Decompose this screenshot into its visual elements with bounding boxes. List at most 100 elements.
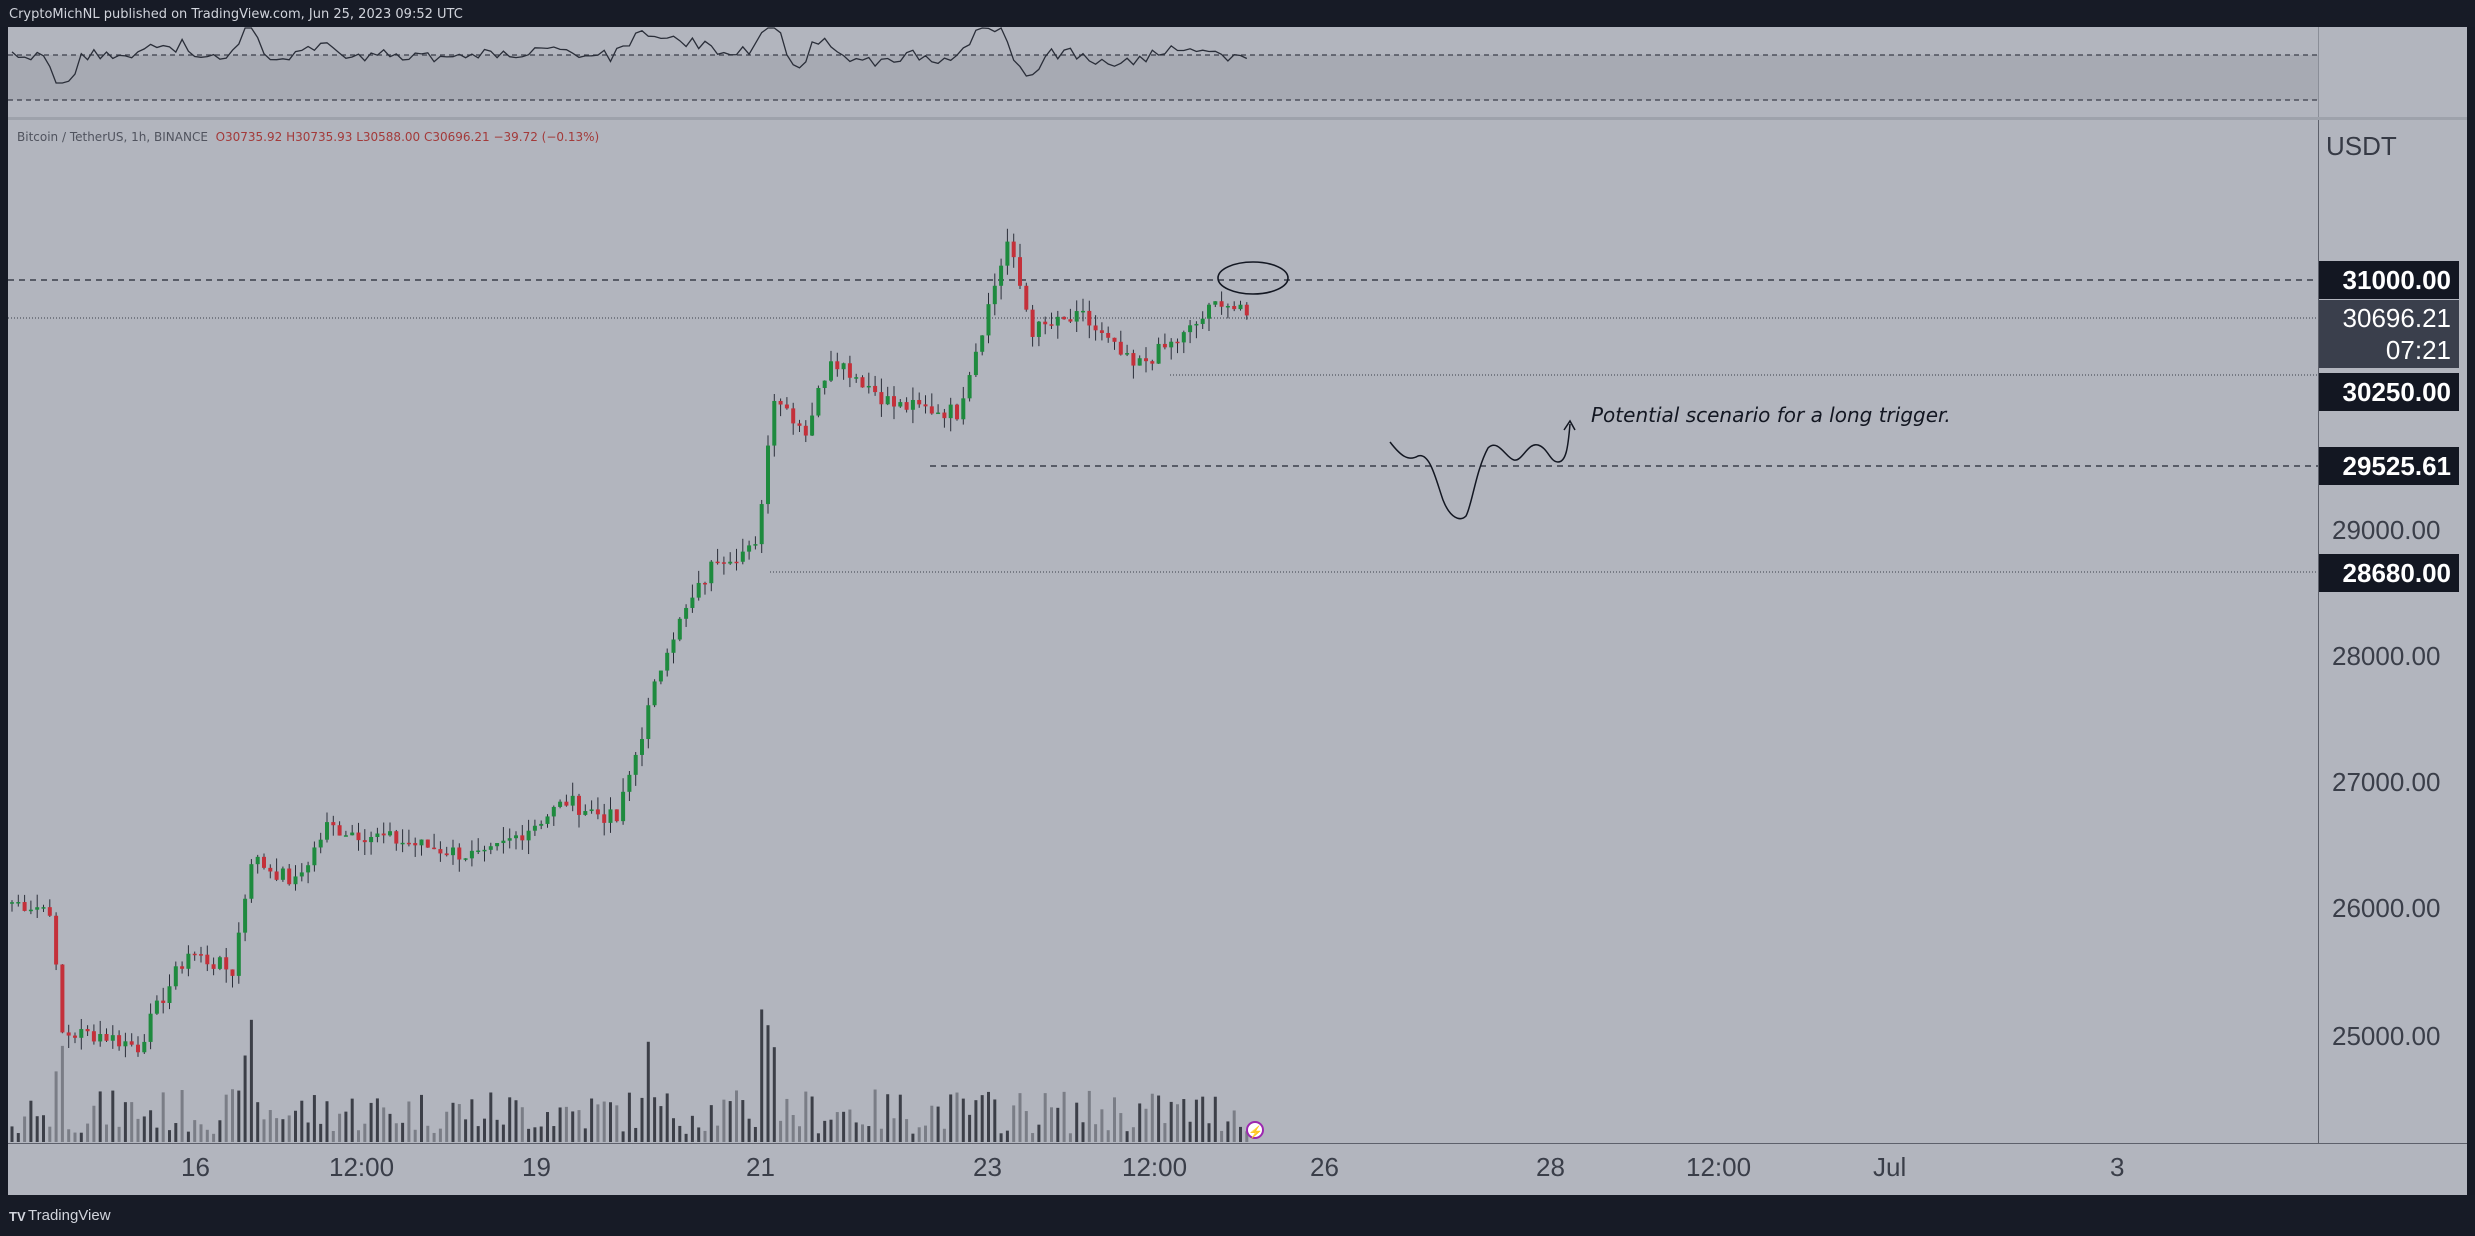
volume-bar xyxy=(854,1122,858,1142)
time-tick: 12:00 xyxy=(1122,1152,1188,1182)
price-axis[interactable] xyxy=(2318,120,2468,1143)
candle xyxy=(816,387,821,416)
volume-bar xyxy=(722,1099,726,1142)
candle xyxy=(1024,285,1029,310)
candle xyxy=(457,847,462,860)
candle xyxy=(955,404,959,420)
pane-separator[interactable] xyxy=(8,117,2467,120)
volume-bar xyxy=(275,1118,279,1142)
candle xyxy=(1225,305,1230,308)
volume-bar xyxy=(609,1102,612,1142)
candle xyxy=(1125,353,1130,355)
candle xyxy=(1213,301,1218,305)
candle xyxy=(558,801,563,807)
candle xyxy=(1099,330,1104,333)
volume-bar xyxy=(42,1115,45,1142)
rsi-band xyxy=(8,55,2318,100)
volume-bar xyxy=(508,1097,512,1142)
volume-bar xyxy=(501,1124,505,1142)
volume-bar xyxy=(968,1114,972,1142)
volume-bar xyxy=(1100,1109,1104,1142)
volume-bar xyxy=(703,1130,707,1142)
volume-bar xyxy=(571,1111,575,1142)
candle xyxy=(243,898,248,933)
volume-bar xyxy=(218,1120,222,1142)
volume-bar xyxy=(640,1097,644,1142)
time-tick: 12:00 xyxy=(1686,1152,1752,1182)
candle xyxy=(866,385,871,388)
volume-bar xyxy=(552,1126,556,1142)
candle xyxy=(721,562,726,564)
candle xyxy=(759,504,764,545)
axis-currency[interactable]: USDT xyxy=(2326,131,2397,161)
flash-icon[interactable]: ⚡ xyxy=(1246,1121,1264,1139)
candle xyxy=(66,1032,71,1036)
volume-bar xyxy=(1131,1127,1135,1142)
candle xyxy=(306,865,311,873)
candle xyxy=(482,849,487,852)
rsi-line xyxy=(11,27,1248,84)
volume-bar xyxy=(1012,1105,1016,1142)
volume-bar xyxy=(514,1100,518,1142)
volume-bar xyxy=(136,1118,140,1142)
volume-bar xyxy=(155,1127,159,1142)
candle xyxy=(362,840,367,843)
volume-bar xyxy=(331,1130,335,1142)
candle xyxy=(73,1035,77,1038)
volume-bar xyxy=(1043,1093,1047,1142)
volume-bar xyxy=(470,1099,474,1142)
volume-bar xyxy=(1018,1093,1022,1142)
volume-bar xyxy=(67,1129,71,1142)
volume-bar xyxy=(520,1107,524,1142)
volume-bar xyxy=(407,1101,411,1142)
volume-bar xyxy=(546,1112,549,1142)
volume-bar xyxy=(747,1118,751,1142)
volume-bar xyxy=(665,1093,669,1142)
candle xyxy=(369,836,374,843)
volume-bar xyxy=(1213,1096,1217,1142)
volume-bar xyxy=(457,1104,461,1142)
volume-bar xyxy=(363,1123,367,1142)
volume-bar xyxy=(1138,1103,1142,1142)
candle xyxy=(684,607,689,619)
volume-bar xyxy=(1239,1126,1242,1142)
volume-bar xyxy=(79,1132,83,1142)
volume-bar xyxy=(634,1127,638,1142)
chart-frame[interactable] xyxy=(8,27,2467,1195)
candle xyxy=(583,811,588,815)
volume-bar xyxy=(804,1091,808,1142)
volume-bar xyxy=(539,1126,543,1142)
publisher-text: CryptoMichNL published on TradingView.co… xyxy=(9,7,463,22)
candle xyxy=(129,1041,134,1045)
candle xyxy=(917,399,922,405)
candle xyxy=(747,545,752,552)
candle xyxy=(104,1034,109,1041)
time-axis[interactable] xyxy=(8,1143,2467,1196)
volume-bar xyxy=(1037,1124,1041,1142)
candle xyxy=(1043,321,1048,325)
volume-bar xyxy=(791,1115,795,1142)
rsi-scale[interactable] xyxy=(2318,27,2468,118)
volume-bar xyxy=(294,1110,297,1142)
candle xyxy=(1106,332,1111,338)
footer-brand[interactable]: TradingView xyxy=(28,1207,111,1224)
candle xyxy=(734,561,739,564)
candle xyxy=(1055,316,1060,326)
candle xyxy=(85,1029,90,1032)
volume-bar xyxy=(798,1126,801,1142)
candle xyxy=(28,909,33,912)
candle xyxy=(1049,324,1054,326)
volume-bar xyxy=(911,1133,915,1142)
candle xyxy=(797,423,802,426)
candle xyxy=(879,392,884,405)
candle xyxy=(1200,318,1205,324)
legend-open: O30735.92 xyxy=(215,130,283,144)
price-tag-30250: 30250.00 xyxy=(2319,373,2459,411)
volume-bar xyxy=(369,1102,373,1142)
candle xyxy=(180,966,185,969)
annotation-text[interactable]: Potential scenario for a long trigger. xyxy=(1591,403,1951,427)
legend-change: −39.72 (−0.13%) xyxy=(493,130,600,144)
volume-bar xyxy=(653,1097,657,1142)
volume-bar xyxy=(924,1125,927,1142)
